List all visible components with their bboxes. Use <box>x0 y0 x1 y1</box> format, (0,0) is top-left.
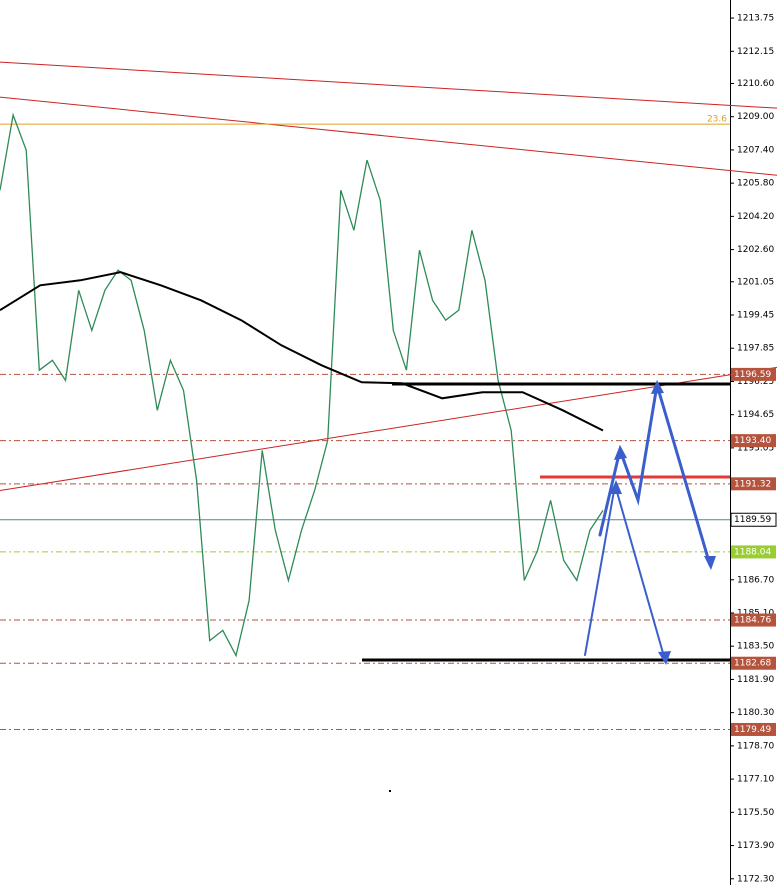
y-tick-label: 1172.30 <box>737 874 774 884</box>
y-tick-label: 1209.00 <box>737 112 774 122</box>
level-box <box>731 367 776 381</box>
level-label: 1191.32 <box>734 479 771 489</box>
level-box <box>731 613 776 627</box>
y-tick-label: 1178.70 <box>737 741 774 751</box>
level-box <box>731 722 776 736</box>
y-tick-label: 1197.85 <box>737 344 774 354</box>
y-tick-label: 1175.50 <box>737 808 774 818</box>
y-tick-label: 1185.10 <box>737 608 774 618</box>
level-label: 1193.40 <box>734 436 771 446</box>
arrow-heads <box>610 380 716 665</box>
level-label: 1188.04 <box>734 547 771 557</box>
y-tick-label: 1183.50 <box>737 642 774 652</box>
level-label: 1196.59 <box>734 370 771 380</box>
y-tick-label: 1204.20 <box>737 212 774 222</box>
y-tick-label: 1194.65 <box>737 410 774 420</box>
level-label: 1182.68 <box>734 659 771 669</box>
y-tick-label: 1199.45 <box>737 311 774 321</box>
dot <box>389 790 391 792</box>
y-tick-label: 1186.70 <box>737 575 774 585</box>
level-label: 1179.49 <box>734 725 771 735</box>
level-label: 1189.59 <box>734 515 771 525</box>
level-box <box>731 434 776 448</box>
y-tick-label: 1196.25 <box>737 377 774 387</box>
y-tick-label: 1212.15 <box>737 47 774 57</box>
level-box <box>731 656 776 670</box>
y-tick-label: 1210.60 <box>737 79 774 89</box>
level-box <box>731 545 776 559</box>
y-tick-label: 1205.80 <box>737 179 774 189</box>
level-box <box>731 477 776 491</box>
y-tick-label: 1177.10 <box>737 775 774 785</box>
level-label: 1184.76 <box>734 616 771 626</box>
series-line <box>0 112 604 658</box>
y-tick-label: 1193.05 <box>737 443 774 453</box>
level-box <box>730 512 777 527</box>
trendline <box>0 96 777 176</box>
fib-label: 23.6 <box>707 115 727 125</box>
y-tick-label: 1207.40 <box>737 145 774 155</box>
trendline <box>0 61 777 109</box>
y-tick-label: 1173.90 <box>737 841 774 851</box>
trendline <box>0 366 777 491</box>
y-tick-label: 1202.60 <box>737 245 774 255</box>
series-line <box>0 271 604 432</box>
y-tick-label: 1201.05 <box>737 277 774 287</box>
y-tick-label: 1181.90 <box>737 675 774 685</box>
y-tick-label: 1180.30 <box>737 708 774 718</box>
y-tick-label: 1213.75 <box>737 14 774 24</box>
